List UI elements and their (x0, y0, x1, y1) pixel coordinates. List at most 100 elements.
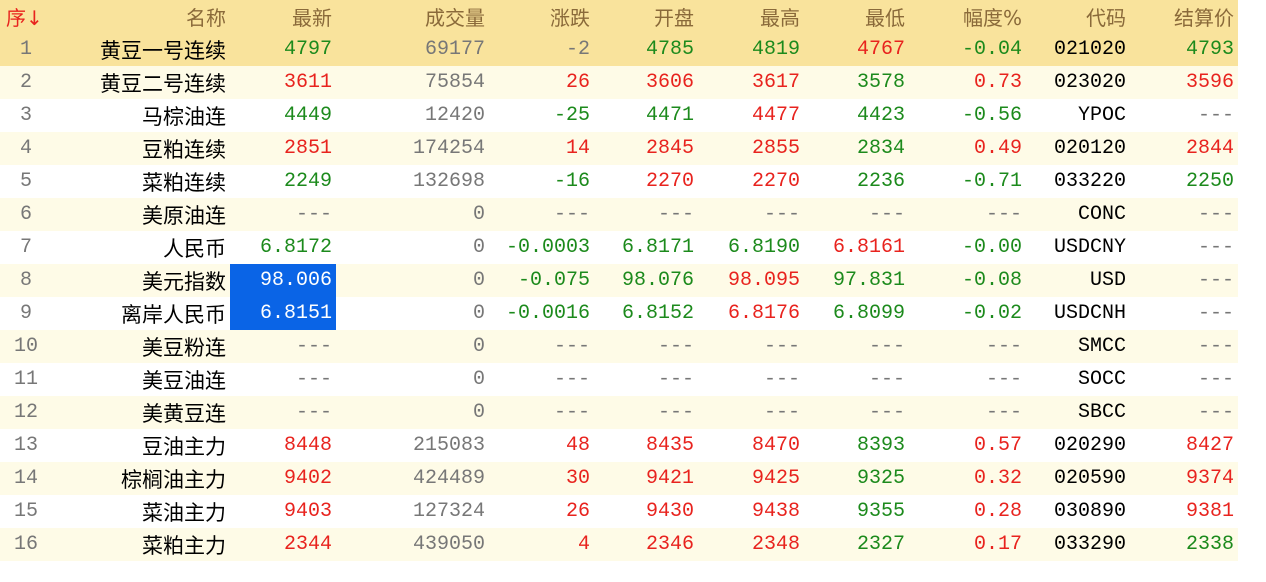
cell-open: 4471 (594, 99, 698, 132)
table-row[interactable]: 6 美原油连 --- 0 --- --- --- --- --- CONC --- (0, 198, 1238, 231)
column-header-name[interactable]: 名称 (56, 0, 230, 33)
column-header-settle[interactable]: 结算价 (1130, 0, 1238, 33)
cell-high: --- (698, 330, 804, 363)
cell-code: SBCC (1026, 396, 1130, 429)
table-row[interactable]: 8 美元指数 98.006 0 -0.075 98.076 98.095 97.831 -0.0… (0, 264, 1238, 297)
column-header-change-pct[interactable]: 幅度% (909, 0, 1026, 33)
cell-index: 12 (0, 396, 56, 429)
table-row[interactable]: 15 菜油主力 9403 127324 26 9430 9438 9355 0.28 030890… (0, 495, 1238, 528)
cell-code: 023020 (1026, 66, 1130, 99)
cell-open: 4785 (594, 33, 698, 66)
cell-settle: --- (1130, 330, 1238, 363)
cell-index: 8 (0, 264, 56, 297)
column-header-index[interactable]: 序↓ (0, 0, 56, 33)
cell-change-pct: -0.00 (909, 231, 1026, 264)
cell-name: 菜粕主力 (56, 528, 230, 561)
table-row[interactable]: 4 豆粕连续 2851 174254 14 2845 2855 2834 0.49 020120 2… (0, 132, 1238, 165)
cell-last: 9403 (230, 495, 336, 528)
cell-volume: 215083 (336, 429, 489, 462)
cell-settle: --- (1130, 297, 1238, 330)
cell-low: --- (804, 363, 909, 396)
cell-change: --- (489, 363, 594, 396)
cell-settle: --- (1130, 231, 1238, 264)
table-row[interactable]: 10 美豆粉连 --- 0 --- --- --- --- --- SMCC --- (0, 330, 1238, 363)
cell-open: 6.8152 (594, 297, 698, 330)
cell-open: 98.076 (594, 264, 698, 297)
cell-change: -0.0003 (489, 231, 594, 264)
cell-last: 6.8172 (230, 231, 336, 264)
cell-low: 6.8161 (804, 231, 909, 264)
cell-change: -0.0016 (489, 297, 594, 330)
cell-name: 美元指数 (56, 264, 230, 297)
cell-settle: 4793 (1130, 33, 1238, 66)
table-row[interactable]: 14 棕榈油主力 9402 424489 30 9421 9425 9325 0.32 02059… (0, 462, 1238, 495)
column-header-code[interactable]: 代码 (1026, 0, 1130, 33)
cell-name: 豆粕连续 (56, 132, 230, 165)
cell-code: USD (1026, 264, 1130, 297)
cell-name: 黄豆二号连续 (56, 66, 230, 99)
cell-change: -2 (489, 33, 594, 66)
table-row[interactable]: 13 豆油主力 8448 215083 48 8435 8470 8393 0.57 020290… (0, 429, 1238, 462)
cell-high: 8470 (698, 429, 804, 462)
cell-last: --- (230, 198, 336, 231)
cell-change: --- (489, 396, 594, 429)
table-row[interactable]: 2 黄豆二号连续 3611 75854 26 3606 3617 3578 0.73 023020… (0, 66, 1238, 99)
cell-name: 美黄豆连 (56, 396, 230, 429)
cell-change: 4 (489, 528, 594, 561)
cell-settle: 9381 (1130, 495, 1238, 528)
cell-code: 020120 (1026, 132, 1130, 165)
table-row[interactable]: 9 离岸人民币 6.8151 0 -0.0016 6.8152 6.8176 6.8099 -0… (0, 297, 1238, 330)
cell-volume: 174254 (336, 132, 489, 165)
cell-last: 6.8151 (230, 297, 336, 330)
cell-low: 8393 (804, 429, 909, 462)
cell-code: 033290 (1026, 528, 1130, 561)
cell-code: YPOC (1026, 99, 1130, 132)
cell-name: 豆油主力 (56, 429, 230, 462)
column-header-high[interactable]: 最高 (698, 0, 804, 33)
cell-index: 5 (0, 165, 56, 198)
table-row[interactable]: 1 黄豆一号连续 4797 69177 -2 4785 4819 4767 -0.04 02102… (0, 33, 1238, 66)
cell-change-pct: --- (909, 396, 1026, 429)
column-header-last[interactable]: 最新 (230, 0, 336, 33)
cell-high: 2270 (698, 165, 804, 198)
column-header-change[interactable]: 涨跌 (489, 0, 594, 33)
cell-open: 9421 (594, 462, 698, 495)
cell-volume: 132698 (336, 165, 489, 198)
column-header-open[interactable]: 开盘 (594, 0, 698, 33)
cell-low: 2236 (804, 165, 909, 198)
cell-change: -25 (489, 99, 594, 132)
cell-index: 7 (0, 231, 56, 264)
cell-low: --- (804, 330, 909, 363)
table-row[interactable]: 11 美豆油连 --- 0 --- --- --- --- --- SOCC --- (0, 363, 1238, 396)
cell-change-pct: 0.73 (909, 66, 1026, 99)
table-row[interactable]: 16 菜粕主力 2344 439050 4 2346 2348 2327 0.17 033290 2… (0, 528, 1238, 561)
cell-open: 9430 (594, 495, 698, 528)
column-header-volume[interactable]: 成交量 (336, 0, 489, 33)
cell-high: 2348 (698, 528, 804, 561)
column-header-low[interactable]: 最低 (804, 0, 909, 33)
cell-index: 14 (0, 462, 56, 495)
cell-low: 6.8099 (804, 297, 909, 330)
cell-code: 021020 (1026, 33, 1130, 66)
cell-change: --- (489, 198, 594, 231)
cell-change-pct: -0.71 (909, 165, 1026, 198)
cell-name: 美豆粉连 (56, 330, 230, 363)
cell-name: 美豆油连 (56, 363, 230, 396)
table-row[interactable]: 3 马棕油连 4449 12420 -25 4471 4477 4423 -0.56 YPOC --… (0, 99, 1238, 132)
table-row[interactable]: 7 人民币 6.8172 0 -0.0003 6.8171 6.8190 6.8161 -0.0… (0, 231, 1238, 264)
cell-volume: 424489 (336, 462, 489, 495)
cell-high: 4477 (698, 99, 804, 132)
cell-change: 14 (489, 132, 594, 165)
cell-code: SOCC (1026, 363, 1130, 396)
cell-code: USDCNY (1026, 231, 1130, 264)
table-row[interactable]: 12 美黄豆连 --- 0 --- --- --- --- --- SBCC --- (0, 396, 1238, 429)
cell-settle: 9374 (1130, 462, 1238, 495)
cell-change-pct: --- (909, 330, 1026, 363)
cell-volume: 0 (336, 231, 489, 264)
cell-code: SMCC (1026, 330, 1130, 363)
cell-change: 26 (489, 495, 594, 528)
cell-change: --- (489, 330, 594, 363)
table-row[interactable]: 5 菜粕连续 2249 132698 -16 2270 2270 2236 -0.71 03322… (0, 165, 1238, 198)
cell-change: 48 (489, 429, 594, 462)
cell-index: 6 (0, 198, 56, 231)
